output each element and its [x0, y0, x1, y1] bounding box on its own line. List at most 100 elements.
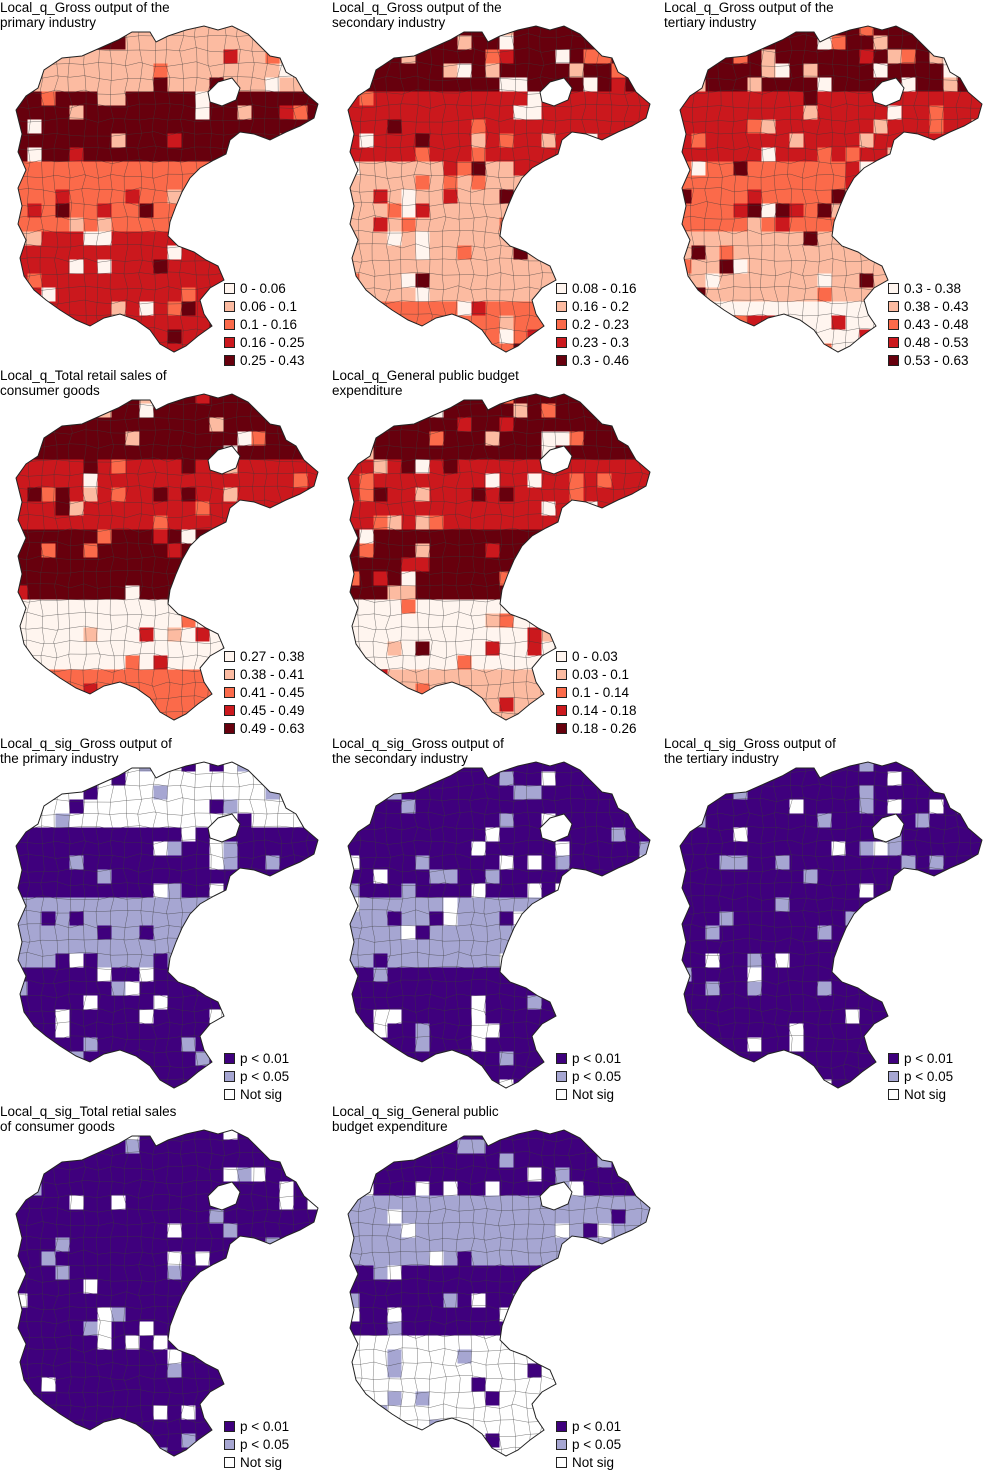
map-region: [846, 814, 861, 829]
map-region: [720, 316, 735, 331]
map-region: [776, 786, 791, 801]
legend-item: 0.06 - 0.1: [224, 298, 305, 316]
map-region: [70, 600, 85, 615]
legend-label: Not sig: [572, 1087, 614, 1102]
map-region: [570, 926, 585, 941]
map-region: [252, 1126, 267, 1141]
map-region: [930, 246, 945, 261]
map-region: [308, 22, 323, 37]
map-region: [972, 828, 987, 843]
map-region: [210, 78, 225, 93]
map-region: [958, 1066, 973, 1081]
map-region: [944, 1024, 959, 1039]
map-region: [486, 474, 501, 489]
map-region: [346, 36, 361, 51]
map-region: [930, 968, 945, 983]
map-region: [556, 996, 571, 1011]
map-region: [402, 134, 417, 149]
map-region: [182, 884, 197, 899]
map-region: [140, 814, 155, 829]
map-region: [972, 330, 987, 345]
map-region: [84, 1182, 99, 1197]
map-region: [182, 274, 197, 289]
map-region: [916, 246, 931, 261]
map-region: [678, 856, 693, 871]
map-region: [500, 274, 515, 289]
map-region: [930, 92, 945, 107]
map-region: [458, 176, 473, 191]
map-region: [70, 446, 85, 461]
map-region: [734, 912, 749, 927]
map-region: [388, 36, 403, 51]
map-region: [196, 134, 211, 149]
map-region: [776, 134, 791, 149]
county-boundary: [344, 22, 349, 358]
map-region: [224, 856, 239, 871]
map-region: [346, 530, 361, 545]
map-region: [514, 572, 529, 587]
map-region: [500, 162, 515, 177]
map-region: [626, 134, 641, 149]
map-region: [818, 758, 833, 773]
map-region: [500, 940, 515, 955]
map-region: [56, 684, 71, 699]
map-region: [640, 1010, 655, 1025]
map-region: [972, 996, 987, 1011]
map-region: [168, 232, 183, 247]
map-region: [734, 92, 749, 107]
map-region: [776, 1080, 791, 1095]
map-region: [846, 842, 861, 857]
map-region: [570, 232, 585, 247]
map-region: [570, 190, 585, 205]
map-region: [832, 1010, 847, 1025]
map-region: [902, 912, 917, 927]
map-region: [556, 232, 571, 247]
map-region: [294, 884, 309, 899]
map-region: [42, 246, 57, 261]
map-region: [958, 22, 973, 37]
map-region: [458, 288, 473, 303]
map-region: [42, 940, 57, 955]
map-region: [972, 954, 987, 969]
map-region: [514, 586, 529, 601]
map-region: [944, 758, 959, 773]
map-region: [430, 800, 445, 815]
map-region: [84, 404, 99, 419]
map-region: [182, 1168, 197, 1183]
map-region: [430, 544, 445, 559]
map-region: [196, 176, 211, 191]
map-region: [542, 772, 557, 787]
map-region: [692, 758, 707, 773]
map-region: [140, 488, 155, 503]
map-region: [542, 232, 557, 247]
map-region: [346, 814, 361, 829]
map-region: [14, 22, 29, 37]
map-panel: Local_q_sig_Gross output of the tertiary…: [664, 736, 988, 1104]
map-region: [430, 460, 445, 475]
map-region: [308, 586, 323, 601]
map-region: [224, 628, 239, 643]
map-region: [706, 50, 721, 65]
map-region: [570, 502, 585, 517]
map-region: [874, 898, 889, 913]
map-region: [570, 246, 585, 261]
map-region: [514, 600, 529, 615]
map-region: [14, 460, 29, 475]
map-region: [388, 996, 403, 1011]
map-region: [28, 558, 43, 573]
map-region: [196, 572, 211, 587]
map-region: [14, 656, 29, 671]
map-region: [472, 330, 487, 345]
map-region: [640, 982, 655, 997]
map-region: [472, 176, 487, 191]
map-region: [598, 1010, 613, 1025]
map-region: [486, 218, 501, 233]
map-region: [472, 982, 487, 997]
map-region: [224, 204, 239, 219]
choropleth-map: [664, 736, 988, 1104]
legend-label: 0.45 - 0.49: [240, 703, 305, 718]
map-region: [640, 772, 655, 787]
map-region: [266, 120, 281, 135]
map-region: [252, 982, 267, 997]
map-region: [916, 968, 931, 983]
